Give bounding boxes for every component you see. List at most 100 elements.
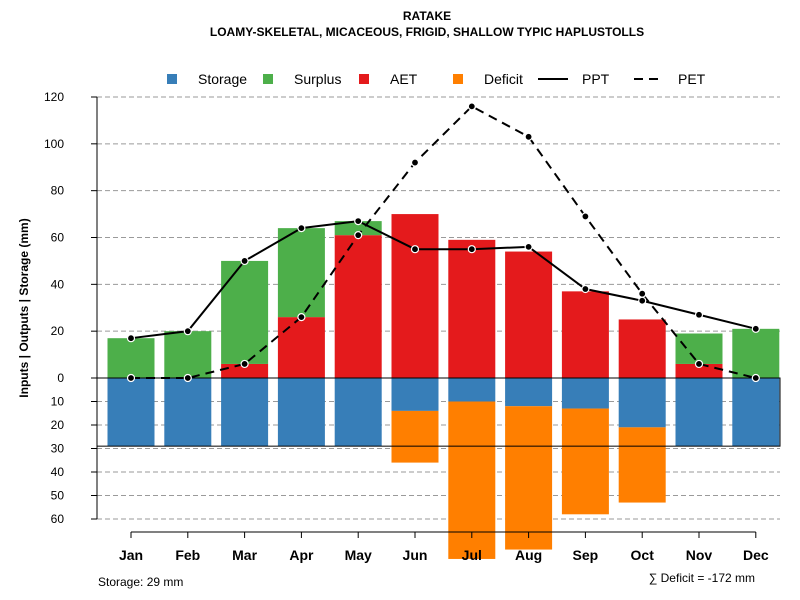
ppt-point: [126, 334, 136, 343]
aet-bar: [391, 214, 439, 378]
ppt-line: [130, 220, 757, 340]
pet-point: [581, 212, 590, 221]
surplus-bar: [221, 260, 269, 364]
aet-bar: [448, 239, 496, 378]
ppt-point: [581, 284, 590, 294]
pet-point: [694, 359, 704, 369]
storage-bar: [334, 378, 382, 447]
pet-point: [297, 313, 306, 322]
storage-footnote: Storage: 29 mm: [98, 575, 183, 589]
y-tick-label: 40: [51, 277, 65, 291]
pet-point: [524, 132, 533, 141]
y-tick-label: 50: [51, 489, 65, 503]
series-lines: [126, 102, 760, 383]
legend-label: Storage: [198, 71, 247, 87]
ppt-point: [467, 245, 476, 254]
ppt-point: [240, 256, 249, 266]
y-tick-label: 120: [44, 90, 64, 104]
x-tick-label: Sep: [573, 547, 599, 563]
x-tick-label: Dec: [743, 547, 769, 563]
y-tick-label: 20: [51, 418, 65, 432]
legend-label: AET: [390, 71, 418, 87]
x-tick-label: Jan: [119, 547, 143, 563]
ppt-point: [524, 242, 533, 251]
legend-label: Surplus: [294, 71, 341, 87]
storage-bar: [561, 378, 609, 409]
storage-bar: [221, 378, 269, 447]
y-tick-label: 100: [44, 137, 64, 151]
legend-swatch: [359, 74, 369, 84]
legend-label: Deficit: [484, 71, 523, 87]
surplus-bar: [334, 221, 382, 236]
storage-bar: [732, 378, 780, 447]
y-tick-label: 80: [51, 184, 65, 198]
legend-swatch: [167, 74, 177, 84]
surplus-bar: [107, 338, 155, 378]
aet-bar: [675, 363, 723, 378]
legend: Storage Surplus AET Deficit PPT PET: [167, 71, 706, 87]
pet-point: [240, 359, 249, 369]
storage-bar: [448, 378, 496, 402]
y-tick-label: 60: [51, 512, 65, 526]
storage-bar: [675, 378, 723, 447]
ppt-point: [694, 310, 704, 319]
pet-point: [410, 158, 420, 167]
legend-label: PET: [678, 71, 706, 87]
legend-swatch: [263, 74, 273, 84]
x-tick-label: Apr: [289, 547, 314, 563]
ppt-point: [638, 296, 647, 305]
pet-point: [638, 289, 647, 298]
chart-subtitle: LOAMY-SKELETAL, MICACEOUS, FRIGID, SHALL…: [210, 25, 644, 39]
x-tick-label: Jun: [403, 547, 428, 563]
y-tick-label: 30: [51, 442, 65, 456]
bars: [96, 214, 781, 559]
legend-label: PPT: [582, 71, 610, 87]
pet-point: [126, 373, 136, 383]
x-tick-label: Nov: [686, 547, 713, 563]
pet-point: [751, 373, 760, 383]
aet-bar: [221, 363, 269, 378]
pet-point: [354, 231, 363, 240]
x-tick-label: Jul: [462, 547, 482, 563]
pet-point: [467, 102, 476, 111]
y-tick-label: 60: [51, 231, 65, 245]
x-tick-label: Aug: [515, 547, 542, 563]
x-tick-label: Mar: [232, 547, 257, 563]
aet-bar: [561, 291, 609, 378]
y-tick-label: 40: [51, 465, 65, 479]
ppt-point: [751, 324, 760, 333]
aet-bar: [618, 319, 666, 378]
storage-bar: [391, 378, 439, 411]
surplus-bar: [164, 331, 212, 378]
storage-bar: [277, 378, 325, 447]
x-tick-label: Oct: [631, 547, 655, 563]
surplus-bar: [277, 228, 325, 318]
deficit-footnote: ∑ Deficit = -172 mm: [649, 571, 755, 585]
storage-bar: [618, 378, 666, 428]
y-tick-label: 0: [57, 371, 64, 385]
chart-title: RATAKE: [403, 9, 451, 23]
surplus-bar: [675, 333, 723, 364]
pet-point: [183, 373, 192, 383]
pet-line: [131, 105, 757, 379]
x-tick-label: Feb: [175, 547, 200, 563]
y-axis-label: Inputs | Outputs | Storage (mm): [17, 218, 31, 397]
ppt-point: [297, 224, 306, 233]
y-tick-label: 10: [51, 395, 65, 409]
storage-bar: [505, 378, 553, 407]
deficit-bar: [391, 410, 439, 463]
deficit-bar: [561, 408, 609, 515]
surplus-bar: [732, 328, 780, 378]
storage-bar: [107, 378, 155, 447]
deficit-bar: [505, 406, 553, 550]
ppt-point: [354, 217, 363, 226]
ppt-point: [183, 327, 192, 336]
axes: 120 100 80 60 40 20 0 10 20 30 40 50 60 Jan Feb Mar Apr M…: [44, 90, 769, 563]
aet-bar: [334, 235, 382, 378]
aet-bar: [505, 251, 553, 378]
ppt-point: [410, 245, 420, 254]
x-tick-label: May: [345, 547, 372, 563]
legend-swatch: [453, 74, 463, 84]
deficit-bar: [618, 427, 666, 503]
